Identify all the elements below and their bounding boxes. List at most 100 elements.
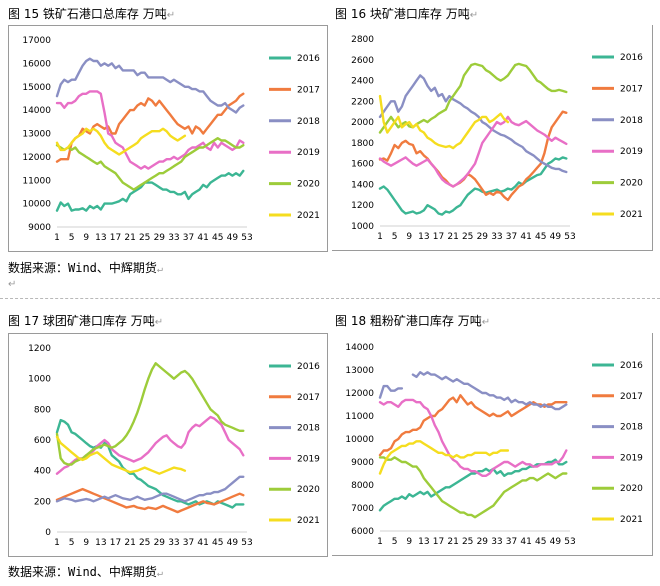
x-tick-label: 25 — [139, 233, 150, 243]
y-tick-label: 1800 — [351, 139, 374, 149]
x-tick-label: 1 — [54, 233, 60, 243]
chart-panel-fig15: 9000 10000 11000 12000 13000 14000 15000 16000 1… — [8, 25, 328, 252]
series-line-2017 — [55, 92, 245, 163]
x-tick-label: 9 — [83, 538, 89, 548]
y-tick-label: 0 — [45, 528, 51, 538]
legend-label-2018: 2018 — [297, 424, 320, 434]
y-tick-label: 17000 — [22, 36, 51, 46]
x-tick-label: 25 — [462, 537, 473, 547]
figure-18-caption: 图 18 粗粉矿港口库存 万吨↵ — [335, 314, 491, 328]
y-tick-label: 2600 — [351, 56, 374, 66]
x-tick-label: 1 — [377, 232, 383, 242]
x-tick-label: 37 — [183, 233, 194, 243]
series-line-2016 — [55, 169, 245, 212]
x-tick-label: 13 — [418, 232, 429, 242]
legend-label-2017: 2017 — [620, 84, 643, 94]
chart-panel-fig17: 0 200 400 600 800 1000 1200 1 5 9 13 17 21 25 29 33 37 41… — [8, 333, 328, 557]
series-line-2019 — [55, 415, 245, 475]
legend-label-2020: 2020 — [620, 179, 643, 189]
series-line-2020 — [55, 362, 245, 466]
legend-label-2019: 2019 — [620, 453, 643, 463]
x-tick-label: 53 — [241, 233, 252, 243]
y-tick-label: 1000 — [351, 222, 374, 232]
legend-label-2020: 2020 — [297, 485, 320, 495]
legend-label-2019: 2019 — [297, 148, 320, 158]
x-tick-label: 25 — [139, 538, 150, 548]
series-line-2020 — [55, 136, 245, 191]
legend-label-2020: 2020 — [297, 180, 320, 190]
x-tick-label: 5 — [69, 233, 75, 243]
legend-label-2016: 2016 — [620, 53, 643, 63]
x-tick-label: 17 — [433, 537, 444, 547]
x-tick-label: 37 — [506, 232, 517, 242]
x-tick-label: 9 — [406, 232, 412, 242]
y-tick-label: 1200 — [28, 344, 51, 354]
legend-label-2017: 2017 — [297, 393, 320, 403]
y-tick-label: 600 — [34, 436, 51, 446]
empty-paragraph-mark: ↵ — [8, 279, 17, 290]
series-line-2019 — [55, 90, 245, 170]
data-source-bottom: 数据来源：Wind、中辉期货↵ — [8, 565, 163, 579]
y-tick-label: 9000 — [351, 458, 374, 468]
figure-15-caption: 图 15 铁矿石港口总库存 万吨↵ — [8, 7, 176, 21]
x-tick-label: 41 — [197, 538, 208, 548]
x-tick-label: 49 — [227, 233, 239, 243]
x-tick-label: 9 — [83, 233, 89, 243]
x-tick-label: 33 — [491, 537, 502, 547]
y-tick-label: 14000 — [345, 343, 374, 353]
legend-label-2017: 2017 — [620, 392, 643, 402]
x-tick-label: 33 — [168, 538, 179, 548]
series-line-2018 — [378, 384, 404, 399]
data-source-top: 数据来源：Wind、中辉期货↵ — [8, 261, 163, 275]
x-tick-label: 25 — [462, 232, 473, 242]
legend-label-2021: 2021 — [620, 515, 643, 525]
legend-label-2016: 2016 — [620, 361, 643, 371]
series-line-2021 — [55, 435, 187, 475]
x-tick-label: 37 — [183, 538, 194, 548]
x-tick-label: 17 — [110, 233, 121, 243]
chart-fig15-svg: 9000 10000 11000 12000 13000 14000 15000 16000 1… — [22, 36, 320, 243]
series-line-2020 — [378, 456, 568, 519]
x-tick-label: 41 — [520, 537, 531, 547]
chart-panel-fig16: 1000 1200 1400 1600 1800 2000 2200 2400 2600 2800… — [332, 25, 653, 251]
series-line-2021 — [378, 94, 510, 150]
series-line-2019 — [378, 115, 568, 188]
legend-label-2019: 2019 — [620, 147, 643, 157]
legend-label-2018: 2018 — [620, 116, 643, 126]
x-tick-label: 21 — [447, 537, 458, 547]
x-tick-label: 1 — [377, 537, 383, 547]
y-tick-label: 6000 — [351, 527, 374, 537]
x-tick-label: 37 — [506, 537, 517, 547]
y-tick-label: 2000 — [351, 118, 374, 128]
legend-label-2017: 2017 — [297, 85, 320, 95]
y-tick-label: 10000 — [345, 435, 374, 445]
x-tick-label: 29 — [477, 232, 489, 242]
y-tick-label: 11000 — [345, 412, 374, 422]
y-tick-label: 1200 — [351, 201, 374, 211]
series-line-2017 — [378, 110, 568, 202]
legend-label-2019: 2019 — [297, 454, 320, 464]
y-tick-label: 1400 — [351, 180, 374, 190]
chart-fig17-svg: 0 200 400 600 800 1000 1200 1 5 9 13 17 21 25 29 33 37 41… — [28, 344, 320, 548]
x-tick-label: 41 — [197, 233, 208, 243]
series-line-2018 — [55, 57, 245, 114]
chart-fig18-svg: 6000 7000 8000 9000 10000 11000 12000 13000 1400… — [345, 343, 643, 547]
series-line-2018 — [378, 74, 568, 174]
x-tick-label: 21 — [124, 233, 135, 243]
x-tick-label: 13 — [95, 538, 106, 548]
chart-panel-fig18: 6000 7000 8000 9000 10000 11000 12000 13000 1400… — [332, 333, 653, 556]
legend-label-2018: 2018 — [620, 423, 643, 433]
x-tick-label: 45 — [535, 537, 546, 547]
x-tick-label: 13 — [418, 537, 429, 547]
x-tick-label: 53 — [564, 537, 575, 547]
y-tick-label: 12000 — [22, 153, 51, 163]
x-tick-label: 29 — [154, 233, 166, 243]
x-tick-label: 17 — [433, 232, 444, 242]
y-tick-label: 2800 — [351, 35, 374, 45]
x-tick-label: 53 — [564, 232, 575, 242]
y-tick-label: 11000 — [22, 176, 51, 186]
y-tick-label: 9000 — [28, 223, 51, 233]
y-tick-label: 200 — [34, 497, 51, 507]
x-tick-label: 21 — [124, 538, 135, 548]
chart-fig16-svg: 1000 1200 1400 1600 1800 2000 2200 2400 2600 2800… — [351, 35, 643, 242]
